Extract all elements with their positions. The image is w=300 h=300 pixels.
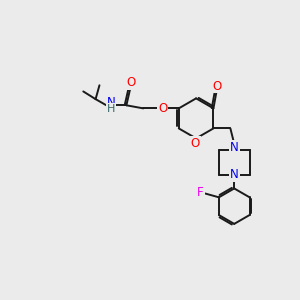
Text: N: N xyxy=(230,141,239,154)
Text: O: O xyxy=(191,136,200,149)
Text: O: O xyxy=(126,76,136,89)
Text: N: N xyxy=(230,168,239,181)
Text: O: O xyxy=(213,80,222,92)
Text: F: F xyxy=(197,186,204,199)
Text: H: H xyxy=(107,104,115,114)
Text: O: O xyxy=(158,102,167,115)
Text: N: N xyxy=(106,96,116,109)
